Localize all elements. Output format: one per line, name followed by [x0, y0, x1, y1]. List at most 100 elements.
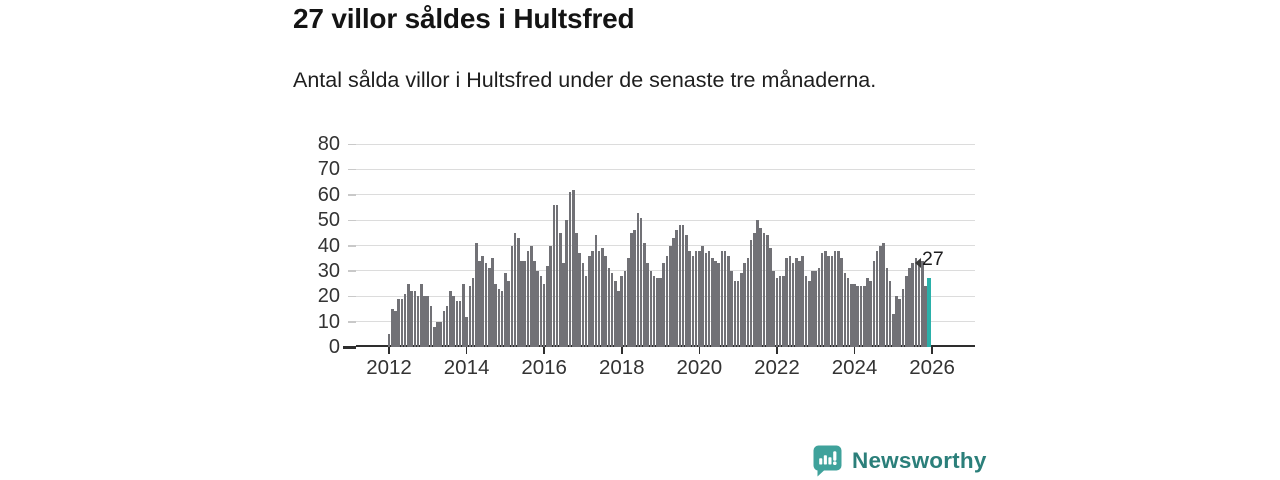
bar [517, 237, 520, 347]
bar [484, 263, 488, 347]
bar [859, 286, 863, 347]
bar [733, 281, 737, 347]
bar [833, 250, 837, 347]
bar [581, 263, 585, 347]
x-axis-tick [543, 347, 545, 354]
bar [445, 306, 449, 347]
bar [846, 278, 850, 347]
bar [413, 291, 417, 347]
x-axis-label: 2012 [366, 356, 412, 379]
bar [504, 273, 507, 347]
gridline [356, 270, 975, 272]
bar [426, 296, 430, 347]
bar [882, 242, 885, 347]
bar [837, 250, 840, 347]
x-axis-label: 2024 [831, 356, 878, 379]
bar [908, 268, 911, 347]
newsworthy-branding: Newsworthy [812, 444, 987, 477]
bar [879, 245, 882, 347]
y-axis-tick [348, 143, 356, 145]
bar [817, 268, 821, 347]
bar [601, 248, 604, 347]
bar [436, 321, 439, 347]
x-axis-label: 2014 [443, 356, 490, 379]
y-axis-label: 20 [317, 285, 340, 308]
bar [458, 301, 462, 347]
bar [652, 275, 656, 347]
y-axis-label: 80 [317, 133, 340, 155]
bar [814, 270, 817, 347]
x-axis-tick [698, 347, 701, 354]
bar [510, 245, 514, 347]
bar [911, 263, 914, 347]
bar [465, 316, 468, 347]
bar [656, 278, 659, 347]
bar [723, 250, 727, 347]
bar [824, 250, 827, 347]
bar [523, 260, 527, 347]
y-axis-label: 50 [317, 209, 340, 232]
bar [746, 258, 750, 347]
y-axis-tick [348, 270, 356, 272]
bar [597, 250, 601, 347]
bar [575, 232, 578, 347]
annotation-value: 27 [922, 248, 944, 270]
bar [416, 296, 420, 347]
bar [487, 268, 491, 347]
bar [843, 273, 847, 347]
bar [685, 235, 688, 347]
bar [387, 334, 391, 347]
y-axis-tick [348, 245, 356, 247]
bar [924, 286, 927, 347]
bar [565, 220, 569, 347]
bar [491, 258, 494, 347]
bar [872, 260, 876, 347]
bar [462, 283, 465, 347]
bar [720, 250, 724, 347]
x-axis-tick [620, 347, 623, 354]
y-axis-label: 0 [328, 336, 340, 358]
bar [571, 189, 575, 347]
bar [875, 250, 879, 347]
bar [756, 220, 759, 347]
bar [529, 245, 533, 347]
bar [710, 258, 714, 347]
bar [432, 326, 436, 347]
bar [840, 258, 843, 347]
bar [791, 263, 795, 347]
x-axis-tick [388, 347, 390, 354]
bar [762, 232, 766, 347]
x-axis-tick [853, 347, 856, 354]
bar [591, 250, 594, 347]
bar [901, 288, 905, 347]
bar [914, 258, 918, 347]
bar [898, 298, 902, 347]
bar [665, 255, 669, 347]
bar [717, 263, 721, 347]
bar [623, 270, 627, 347]
bar [474, 242, 478, 347]
bar-current-highlight [926, 278, 931, 347]
bar [630, 232, 633, 347]
y-axis-label: 30 [317, 259, 340, 282]
bar [449, 291, 452, 347]
bar [917, 260, 921, 347]
x-axis-label: 2016 [521, 356, 567, 379]
bar [420, 283, 423, 347]
bar [688, 250, 691, 347]
bar [895, 296, 898, 347]
bar [400, 298, 404, 347]
bar [636, 212, 640, 347]
bar [539, 275, 543, 347]
bar [549, 245, 552, 347]
bar [675, 230, 678, 347]
bar [807, 281, 811, 347]
bar [866, 278, 869, 347]
bar [775, 278, 779, 347]
bar [423, 296, 426, 347]
bar [704, 253, 708, 347]
newsworthy-logo-icon [813, 445, 842, 477]
bar [394, 311, 397, 347]
bar [772, 270, 775, 347]
